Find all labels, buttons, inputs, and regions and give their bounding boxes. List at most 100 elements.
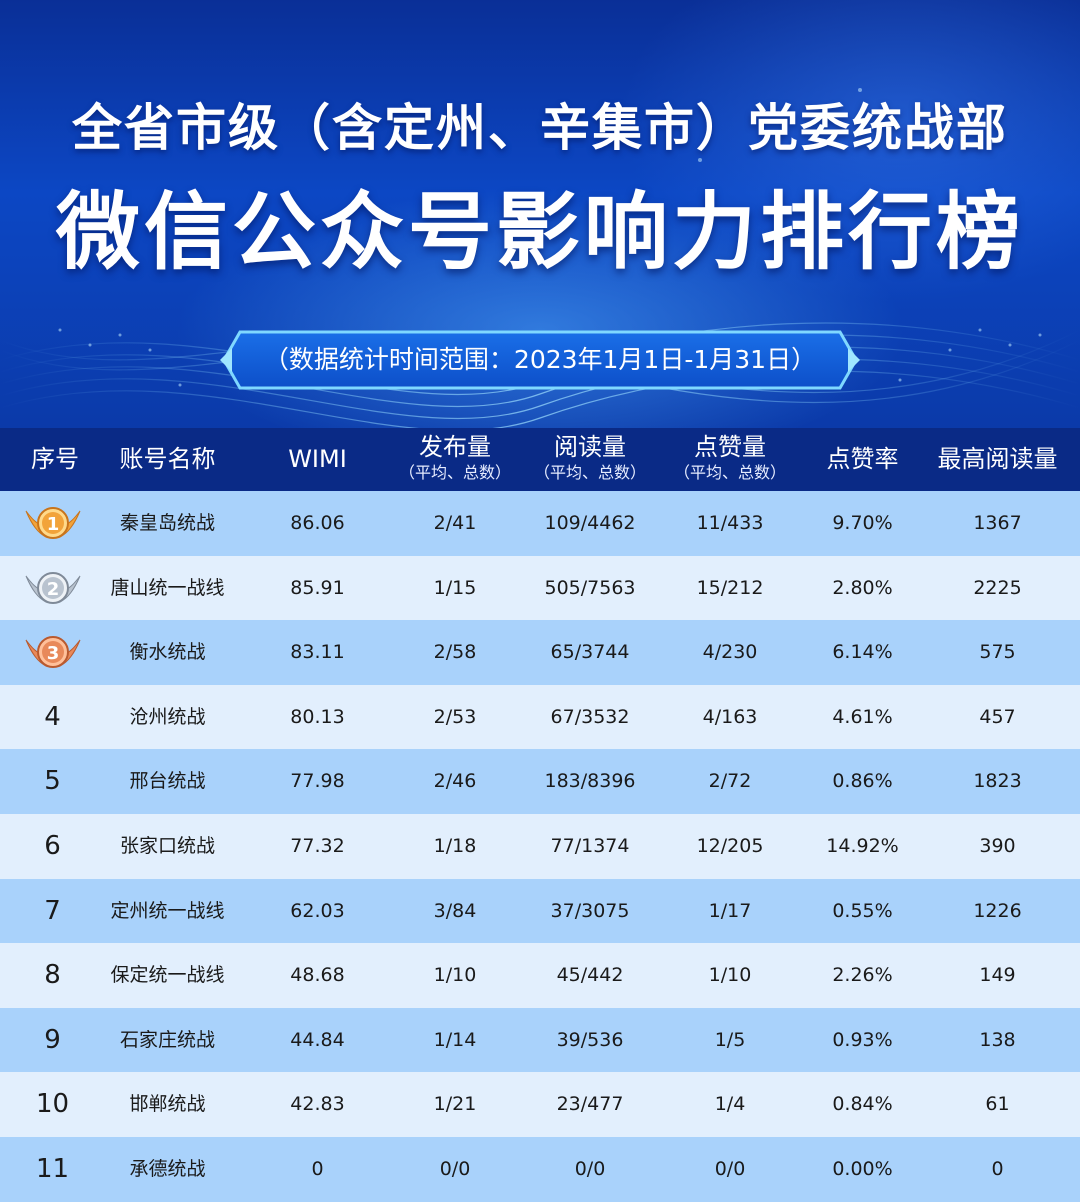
cell-rank: 5	[44, 766, 61, 797]
column-header-label: 点赞量	[694, 433, 766, 461]
cell-likes: 4/230	[702, 641, 758, 664]
cell-name: 石家庄统战	[119, 1028, 215, 1051]
cell-like-rate: 0.84%	[832, 1093, 893, 1116]
cell-posts: 1/21	[433, 1093, 477, 1116]
table-row: 9 石家庄统战 44.84 1/14 39/536 1/5 0.93% 138	[0, 1007, 1080, 1073]
column-header-label: 发布量	[419, 433, 491, 461]
cell-posts: 1/14	[433, 1028, 477, 1051]
cell-name: 唐山统一战线	[110, 576, 225, 599]
cell-max-reads: 1226	[973, 899, 1022, 922]
table-row: 4 沧州统战 80.13 2/53 67/3532 4/163 4.61% 457	[0, 684, 1080, 750]
column-header-sublabel: （平均、总数）	[673, 463, 786, 482]
cell-reads: 183/8396	[544, 770, 636, 793]
cell-wimi: 77.32	[290, 834, 345, 857]
cell-likes: 11/433	[696, 512, 764, 534]
cell-name: 承德统战	[129, 1157, 206, 1180]
cell-reads: 65/3744	[550, 641, 630, 664]
cell-posts: 1/18	[433, 834, 477, 857]
cell-rank: 10	[35, 1089, 70, 1120]
cell-max-reads: 1367	[973, 512, 1022, 534]
table-header: 序号 账号名称 WIMI 发布量 （平均、总数） 阅读量 （平均、总数） 点赞量 （平均、总数）…	[0, 428, 1080, 491]
column-header-sublabel: （平均、总数）	[398, 463, 511, 482]
cell-reads: 67/3532	[550, 705, 630, 728]
table-row: 1 秦皇岛统战 86.06 2/41 109/4462 11/433 9.70% 1367	[0, 491, 1080, 556]
cell-wimi: 42.83	[290, 1093, 345, 1116]
column-header-like_rate: 点赞率	[800, 428, 925, 491]
cell-wimi: 86.06	[290, 512, 345, 534]
cell-rank: 11	[35, 1153, 70, 1184]
table-row: 10 邯郸统战 42.83 1/21 23/477 1/4 0.84% 61	[0, 1072, 1080, 1137]
cell-reads: 109/4462	[544, 512, 636, 534]
column-header-rank: 序号	[0, 428, 110, 491]
cell-like-rate: 2.26%	[832, 964, 893, 987]
cell-wimi: 48.68	[290, 964, 345, 987]
column-header-reads: 阅读量 （平均、总数）	[520, 428, 660, 491]
cell-rank: 8	[44, 960, 61, 991]
cell-max-reads: 390	[979, 834, 1016, 857]
cell-like-rate: 0.86%	[832, 770, 893, 793]
column-header-max_reads: 最高阅读量	[925, 428, 1070, 491]
cell-reads: 505/7563	[544, 576, 636, 599]
cell-posts: 2/46	[433, 770, 477, 793]
cell-reads: 39/536	[556, 1028, 624, 1051]
column-header-wimi: WIMI	[245, 428, 390, 491]
cell-posts: 1/10	[433, 964, 477, 987]
table-row: 3 衡水统战 83.11 2/58 65/3744 4/230 6.14% 575	[0, 620, 1080, 685]
column-header-label: 序号	[31, 445, 79, 473]
cell-like-rate: 0.55%	[832, 899, 893, 922]
cell-rank: 9	[44, 1024, 61, 1055]
column-header-label: 点赞率	[826, 445, 899, 473]
svg-text:3: 3	[47, 643, 60, 664]
cell-name: 秦皇岛统战	[119, 512, 215, 534]
date-range-badge: （数据统计时间范围：2023年1月1日-1月31日）	[220, 328, 860, 392]
table-row: 8 保定统一战线 48.68 1/10 45/442 1/10 2.26% 149	[0, 943, 1080, 1008]
cell-reads: 0/0	[574, 1157, 606, 1180]
cell-like-rate: 0.00%	[832, 1157, 893, 1180]
cell-likes: 1/17	[708, 899, 752, 922]
cell-wimi: 0	[311, 1157, 324, 1180]
cell-reads: 23/477	[556, 1093, 624, 1116]
cell-max-reads: 61	[985, 1093, 1010, 1116]
column-header-likes: 点赞量 （平均、总数）	[660, 428, 800, 491]
cell-likes: 1/4	[714, 1093, 746, 1116]
cell-name: 邯郸统战	[129, 1093, 206, 1116]
column-header-label: WIMI	[288, 445, 347, 473]
column-header-name: 账号名称	[90, 428, 245, 491]
svg-text:1: 1	[47, 514, 60, 535]
cell-like-rate: 2.80%	[832, 576, 893, 599]
table-row: 7 定州统一战线 62.03 3/84 37/3075 1/17 0.55% 1226	[0, 878, 1080, 944]
ranking-table: 序号 账号名称 WIMI 发布量 （平均、总数） 阅读量 （平均、总数） 点赞量 （平均、总数）…	[0, 428, 1080, 1202]
cell-likes: 4/163	[702, 705, 758, 728]
cell-reads: 45/442	[556, 964, 624, 987]
rank-medal-bronze-icon: 3	[0, 620, 105, 685]
cell-max-reads: 0	[991, 1157, 1004, 1180]
cell-likes: 0/0	[714, 1157, 746, 1180]
cell-like-rate: 0.93%	[832, 1028, 893, 1051]
cell-posts: 0/0	[439, 1157, 471, 1180]
banner-header: 全省市级（含定州、辛集市）党委统战部 微信公众号影响力排行榜 （数据统计时间范围…	[0, 0, 1080, 428]
cell-likes: 1/5	[714, 1028, 746, 1051]
cell-wimi: 77.98	[290, 770, 345, 793]
cell-like-rate: 14.92%	[826, 834, 899, 857]
title-line-2: 微信公众号影响力排行榜	[55, 183, 1024, 281]
cell-like-rate: 6.14%	[832, 641, 893, 664]
cell-posts: 2/58	[433, 641, 477, 664]
cell-posts: 2/53	[433, 705, 477, 728]
cell-likes: 12/205	[696, 834, 764, 857]
cell-likes: 1/10	[708, 964, 752, 987]
rank-medal-gold-icon: 1	[0, 491, 105, 556]
medal-icon: 2	[22, 566, 84, 635]
cell-name: 定州统一战线	[110, 899, 225, 922]
cell-reads: 77/1374	[550, 834, 630, 857]
cell-rank: 4	[44, 701, 61, 732]
table-row: 2 唐山统一战线 85.91 1/15 505/7563 15/212 2.80% 2225	[0, 555, 1080, 621]
table-row: 11 承德统战 0 0/0 0/0 0/0 0.00% 0	[0, 1136, 1080, 1202]
cell-rank: 6	[44, 830, 61, 861]
cell-likes: 2/72	[708, 770, 752, 793]
cell-posts: 2/41	[433, 512, 477, 534]
cell-wimi: 83.11	[290, 641, 345, 664]
cell-name: 衡水统战	[129, 641, 206, 664]
cell-max-reads: 138	[979, 1028, 1016, 1051]
rank-medal-silver-icon: 2	[0, 556, 105, 621]
cell-max-reads: 1823	[973, 770, 1022, 793]
